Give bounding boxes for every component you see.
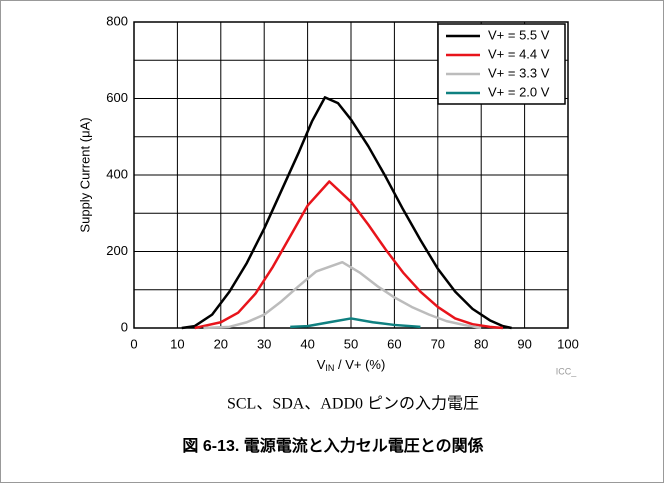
legend-label: V+ = 5.5 V bbox=[488, 27, 550, 42]
legend-label: V+ = 3.3 V bbox=[488, 65, 550, 80]
x-label-rest: / V+ (%) bbox=[334, 357, 385, 372]
y-axis-label: Supply Current (μA) bbox=[77, 117, 92, 232]
x-tick-label: 0 bbox=[130, 336, 137, 351]
x-label-sub: IN bbox=[325, 363, 334, 373]
series-line bbox=[290, 317, 421, 329]
x-tick-label: 90 bbox=[517, 336, 531, 351]
y-tick-label: 200 bbox=[106, 243, 128, 258]
x-label-main: V bbox=[317, 357, 326, 372]
x-axis-label: VIN / V+ (%) bbox=[317, 357, 386, 373]
figure-title: 図 6-13. 電源電流と入力セル電圧との関係 bbox=[182, 436, 483, 455]
x-tick-label: 10 bbox=[170, 336, 184, 351]
y-tick-label: 0 bbox=[121, 319, 128, 334]
x-tick-label: 100 bbox=[557, 336, 579, 351]
x-tick-label: 20 bbox=[214, 336, 228, 351]
x-tick-label: 40 bbox=[300, 336, 314, 351]
note: ICC_ bbox=[556, 366, 577, 376]
x-tick-label: 50 bbox=[344, 336, 358, 351]
x-tick-label: 60 bbox=[387, 336, 401, 351]
y-tick-label: 800 bbox=[106, 13, 128, 28]
series-line bbox=[194, 180, 504, 330]
x-tick-label: 70 bbox=[431, 336, 445, 351]
y-tick-label: 400 bbox=[106, 166, 128, 181]
y-tick-label: 600 bbox=[106, 90, 128, 105]
legend-box bbox=[437, 23, 566, 105]
plot-border bbox=[133, 21, 569, 329]
caption: SCL、SDA、ADD0 ピンの入力電圧 bbox=[227, 395, 479, 413]
legend-label: V+ = 2.0 V bbox=[488, 84, 550, 99]
series-line bbox=[203, 260, 482, 330]
legend-label: V+ = 4.4 V bbox=[488, 46, 550, 61]
x-tick-label: 30 bbox=[257, 336, 271, 351]
series-line bbox=[181, 96, 512, 330]
x-tick-label: 80 bbox=[474, 336, 488, 351]
